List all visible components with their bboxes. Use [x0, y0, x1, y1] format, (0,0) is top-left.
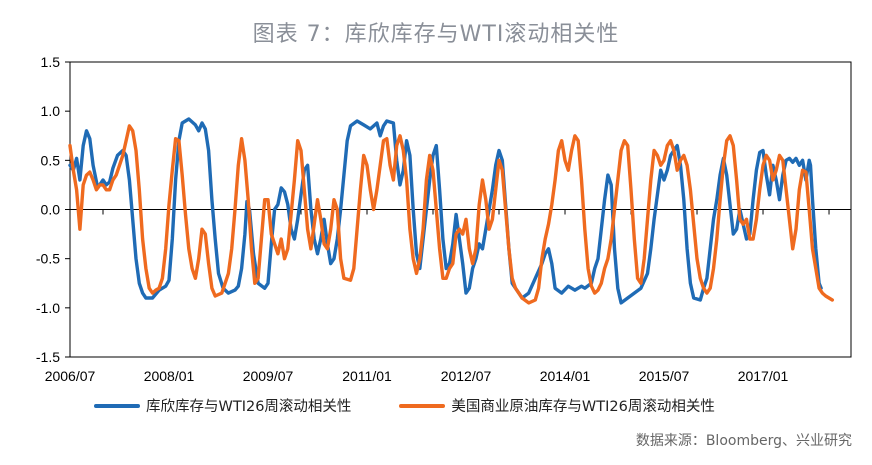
x-tick-label: 2011/01: [342, 368, 392, 384]
legend-swatch-us-crude: [399, 403, 446, 408]
legend-item-us-crude: 美国商业原油库存与WTI26周滚动相关性: [399, 395, 715, 416]
y-tick-label: 0.0: [41, 202, 61, 218]
x-tick-label: 2009/07: [243, 368, 294, 384]
y-tick-label: 0.5: [41, 152, 61, 168]
y-tick-label: -1.5: [36, 349, 60, 365]
legend-label-cushing: 库欣库存与WTI26周滚动相关性: [146, 399, 352, 415]
series-line-1: [68, 124, 834, 305]
x-tick-label: 2017/01: [738, 368, 789, 384]
source-note: 数据来源：Bloomberg、兴业研究: [635, 433, 852, 449]
x-tick-label: 2006/07: [45, 368, 96, 384]
legend-label-us-crude: 美国商业原油库存与WTI26周滚动相关性: [451, 399, 715, 415]
legend-swatch-cushing: [94, 403, 140, 408]
x-tick-label: 2012/07: [441, 368, 492, 384]
chart-title: 图表 7：库欣库存与WTI滚动相关性: [252, 22, 620, 47]
y-tick-label: 1.0: [41, 103, 61, 119]
legend: 库欣库存与WTI26周滚动相关性 美国商业原油库存与WTI26周滚动相关性: [94, 395, 854, 416]
series-line-0: [68, 117, 823, 305]
x-tick-label: 2008/01: [144, 368, 195, 384]
y-tick-label: -0.5: [36, 251, 60, 267]
x-tick-label: 2014/01: [540, 368, 591, 384]
x-tick-label: 2015/07: [639, 368, 690, 384]
y-tick-label: 1.5: [41, 54, 61, 70]
legend-item-cushing: 库欣库存与WTI26周滚动相关性: [94, 395, 351, 416]
y-tick-label: -1.0: [36, 300, 60, 316]
